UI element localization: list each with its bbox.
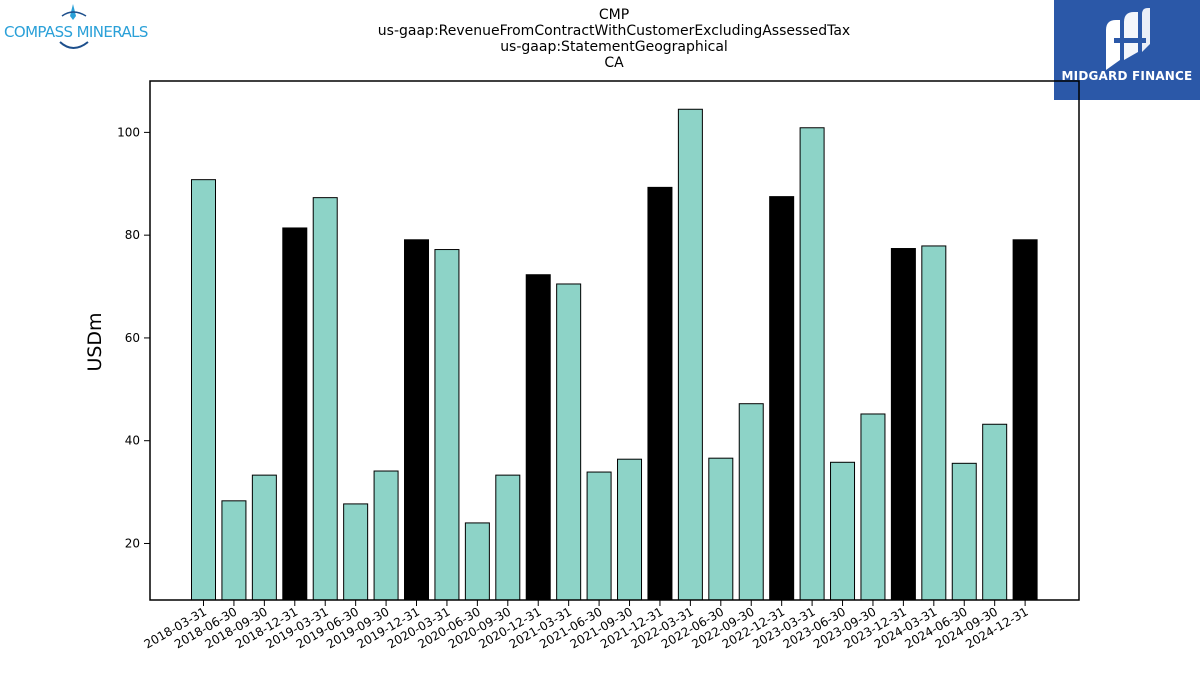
bar-2019-12-31 — [404, 239, 430, 601]
y-axis-label: USDm — [84, 312, 106, 371]
bar-2021-09-30 — [617, 458, 643, 601]
bar-2021-03-31 — [556, 283, 582, 601]
plot-frame — [149, 80, 1080, 601]
midgard-m-icon — [1106, 8, 1150, 70]
bar-2019-09-30 — [373, 470, 399, 601]
bar-2018-09-30 — [251, 474, 277, 601]
bar-2024-09-30 — [982, 423, 1008, 601]
compass-star-icon — [59, 4, 89, 49]
bar-2023-09-30 — [860, 413, 886, 601]
bar-2018-12-31 — [282, 227, 308, 601]
bar-2021-06-30 — [586, 471, 612, 601]
bars-group — [191, 108, 1038, 601]
bar-2024-12-31 — [1012, 239, 1038, 601]
chart-title-ticker: CMP — [598, 7, 630, 23]
y-tick-label: 100 — [117, 125, 140, 139]
y-axis-ticks: 20 40 60 80 100 — [117, 125, 150, 550]
y-tick-label: 40 — [125, 434, 140, 448]
bar-2018-03-31 — [191, 179, 216, 601]
compass-minerals-wordmark: COMPASS MINERALS — [4, 23, 148, 41]
bar-2022-03-31 — [677, 108, 703, 601]
bar-2023-03-31 — [799, 127, 825, 601]
bar-2023-12-31 — [890, 248, 916, 601]
bar-2022-12-31 — [769, 196, 795, 601]
x-axis-ticks: 2018-03-312018-06-302018-09-302018-12-31… — [142, 600, 1031, 651]
y-tick-label: 20 — [125, 536, 140, 550]
y-tick-label: 60 — [125, 331, 140, 345]
bar-2020-12-31 — [525, 274, 551, 601]
bar-2024-06-30 — [951, 462, 977, 601]
midgard-finance-wordmark: MIDGARD FINANCE — [1061, 69, 1193, 83]
bar-2019-06-30 — [343, 503, 369, 601]
bar-2022-09-30 — [738, 403, 764, 601]
bar-2018-06-30 — [221, 500, 247, 601]
bar-2020-09-30 — [495, 474, 521, 601]
compass-minerals-logo: COMPASS MINERALS — [4, 4, 154, 54]
chart-title-block: CMP us-gaap:RevenueFromContractWithCusto… — [314, 7, 914, 71]
y-tick-label: 80 — [125, 228, 140, 242]
chart-title-axis: us-gaap:StatementGeographical — [500, 39, 728, 55]
bar-2024-03-31 — [921, 245, 947, 601]
bar-2023-06-30 — [830, 461, 856, 601]
bar-2020-06-30 — [464, 522, 490, 601]
bar-2021-12-31 — [647, 186, 673, 601]
chart-title-metric: us-gaap:RevenueFromContractWithCustomerE… — [377, 23, 851, 39]
chart-title-member: CA — [604, 55, 624, 71]
bar-2022-06-30 — [708, 457, 734, 601]
bar-2019-03-31 — [312, 197, 338, 601]
bar-2020-03-31 — [434, 249, 460, 601]
